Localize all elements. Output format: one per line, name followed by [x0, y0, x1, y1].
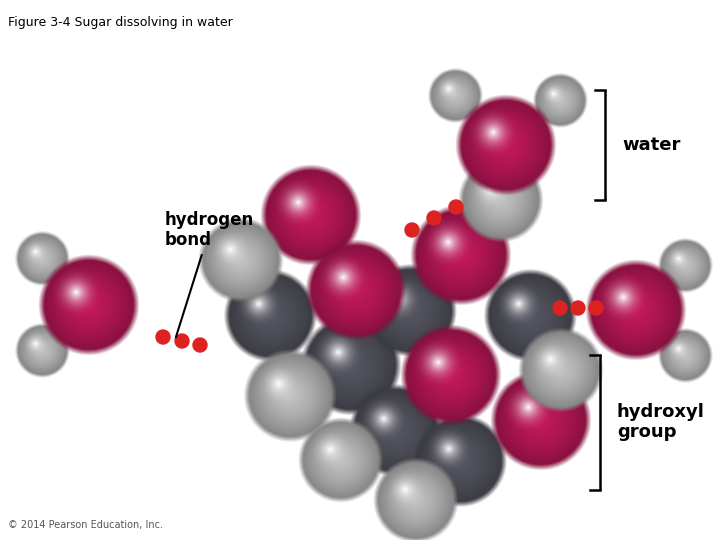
Text: water: water: [622, 136, 680, 154]
Text: © 2014 Pearson Education, Inc.: © 2014 Pearson Education, Inc.: [8, 520, 163, 530]
Circle shape: [571, 301, 585, 315]
Circle shape: [589, 301, 603, 315]
Circle shape: [427, 211, 441, 225]
Circle shape: [156, 330, 170, 344]
Circle shape: [175, 334, 189, 348]
Circle shape: [193, 338, 207, 352]
Text: hydroxyl
group: hydroxyl group: [617, 403, 705, 441]
Text: Figure 3-4 Sugar dissolving in water: Figure 3-4 Sugar dissolving in water: [8, 16, 233, 29]
Circle shape: [449, 200, 463, 214]
Circle shape: [553, 301, 567, 315]
Text: hydrogen
bond: hydrogen bond: [165, 211, 254, 338]
Circle shape: [405, 223, 419, 237]
